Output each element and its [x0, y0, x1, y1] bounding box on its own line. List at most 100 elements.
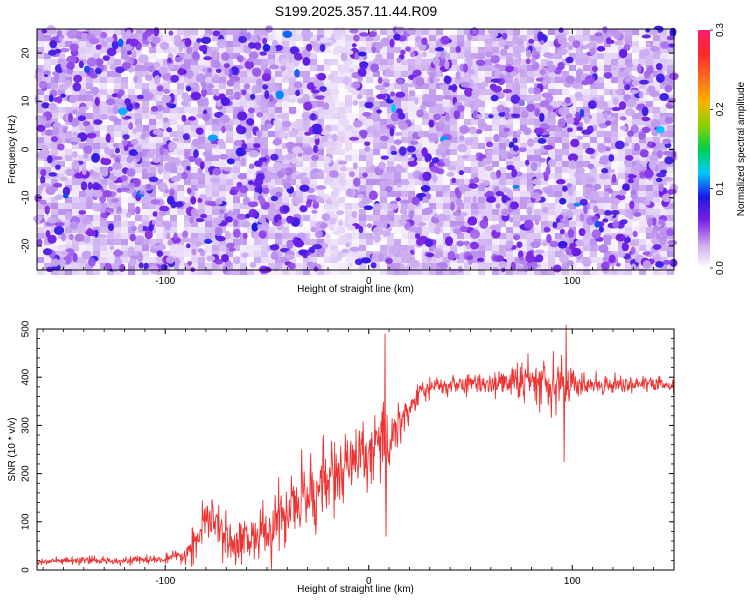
heatmap-cell — [254, 221, 261, 227]
heatmap-cell — [639, 113, 646, 119]
heatmap-cell — [121, 161, 128, 167]
heatmap-cell — [247, 227, 254, 233]
heatmap-cell — [149, 89, 156, 95]
heatmap-blob — [579, 198, 588, 206]
heatmap-cell — [667, 269, 674, 275]
heatmap-cell — [37, 233, 44, 239]
heatmap-cell — [184, 263, 191, 269]
heatmap-cell — [86, 77, 93, 83]
heatmap-cell — [569, 53, 576, 59]
heatmap-cell — [478, 197, 485, 203]
heatmap-cell — [198, 107, 205, 113]
heatmap-cell — [443, 245, 450, 251]
heatmap-cell — [380, 107, 387, 113]
heatmap-cell — [44, 77, 51, 83]
heatmap-cell — [37, 95, 44, 101]
heatmap-cell — [268, 263, 275, 269]
heatmap-blob — [362, 112, 372, 117]
heatmap-cell — [93, 149, 100, 155]
heatmap-cell — [198, 263, 205, 269]
heatmap-cell — [156, 203, 163, 209]
heatmap-cell — [254, 137, 261, 143]
heatmap-cell — [191, 221, 198, 227]
heatmap-cell — [632, 209, 639, 215]
heatmap-cell — [163, 191, 170, 197]
heatmap-cell — [520, 179, 527, 185]
heatmap-blob — [598, 226, 604, 233]
heatmap-cell — [359, 143, 366, 149]
heatmap-cell — [268, 101, 275, 107]
heatmap-cell — [100, 53, 107, 59]
heatmap-cell — [387, 263, 394, 269]
heatmap-cell — [345, 197, 352, 203]
heatmap-cell — [345, 209, 352, 215]
heatmap-cell — [394, 125, 401, 131]
heatmap-cell — [464, 143, 471, 149]
heatmap-cell — [562, 227, 569, 233]
heatmap-cell — [548, 107, 555, 113]
heatmap-cell — [639, 125, 646, 131]
heatmap-cell — [331, 119, 338, 125]
heatmap-blob — [516, 265, 525, 273]
heatmap-cell — [527, 41, 534, 47]
heatmap-cell — [114, 53, 121, 59]
heatmap-blob — [498, 111, 506, 117]
heatmap-cell — [72, 113, 79, 119]
heatmap-cell — [548, 173, 555, 179]
heatmap-blob — [278, 156, 285, 161]
heatmap-cell — [443, 89, 450, 95]
heatmap-cell — [625, 125, 632, 131]
heatmap-cell — [352, 149, 359, 155]
heatmap-cell — [639, 83, 646, 89]
heatmap-cell — [548, 215, 555, 221]
heatmap-cell — [191, 77, 198, 83]
heatmap-cell — [100, 149, 107, 155]
heatmap-cell — [443, 209, 450, 215]
heatmap-cell — [443, 203, 450, 209]
heatmap-cell — [387, 113, 394, 119]
heatmap-cell — [527, 167, 534, 173]
heatmap-cell — [639, 59, 646, 65]
heatmap-cell — [562, 167, 569, 173]
heatmap-cell — [429, 89, 436, 95]
heatmap-blob — [270, 195, 279, 202]
heatmap-cell — [303, 197, 310, 203]
heatmap-cell — [597, 167, 604, 173]
heatmap-cell — [604, 53, 611, 59]
heatmap-cell — [583, 251, 590, 257]
heatmap-cell — [548, 155, 555, 161]
heatmap-cell — [156, 227, 163, 233]
heatmap-cell — [618, 269, 625, 275]
heatmap-cell — [422, 203, 429, 209]
heatmap-cell — [324, 29, 331, 35]
heatmap-cell — [415, 41, 422, 47]
heatmap-cell — [534, 185, 541, 191]
heatmap-cell — [212, 203, 219, 209]
heatmap-cell — [191, 47, 198, 53]
heatmap-cell — [499, 59, 506, 65]
heatmap-cell — [114, 35, 121, 41]
heatmap-cell — [247, 245, 254, 251]
heatmap-cell — [331, 83, 338, 89]
heatmap-cell — [135, 83, 142, 89]
heatmap-cell — [156, 113, 163, 119]
heatmap-cell — [121, 233, 128, 239]
heatmap-blob — [338, 219, 344, 227]
heatmap-cell — [415, 59, 422, 65]
heatmap-cell — [415, 251, 422, 257]
heatmap-cell — [373, 173, 380, 179]
heatmap-cell — [79, 119, 86, 125]
heatmap-cell — [555, 77, 562, 83]
heatmap-cell — [569, 125, 576, 131]
heatmap-cell — [408, 167, 415, 173]
heatmap-cell — [268, 137, 275, 143]
heatmap-cell — [625, 227, 632, 233]
heatmap-blob — [447, 85, 458, 91]
heatmap-cell — [513, 209, 520, 215]
heatmap-cell — [632, 35, 639, 41]
heatmap-cell — [450, 197, 457, 203]
heatmap-cell — [639, 155, 646, 161]
heatmap-cell — [219, 59, 226, 65]
heatmap-cell — [184, 257, 191, 263]
heatmap-cell — [247, 155, 254, 161]
